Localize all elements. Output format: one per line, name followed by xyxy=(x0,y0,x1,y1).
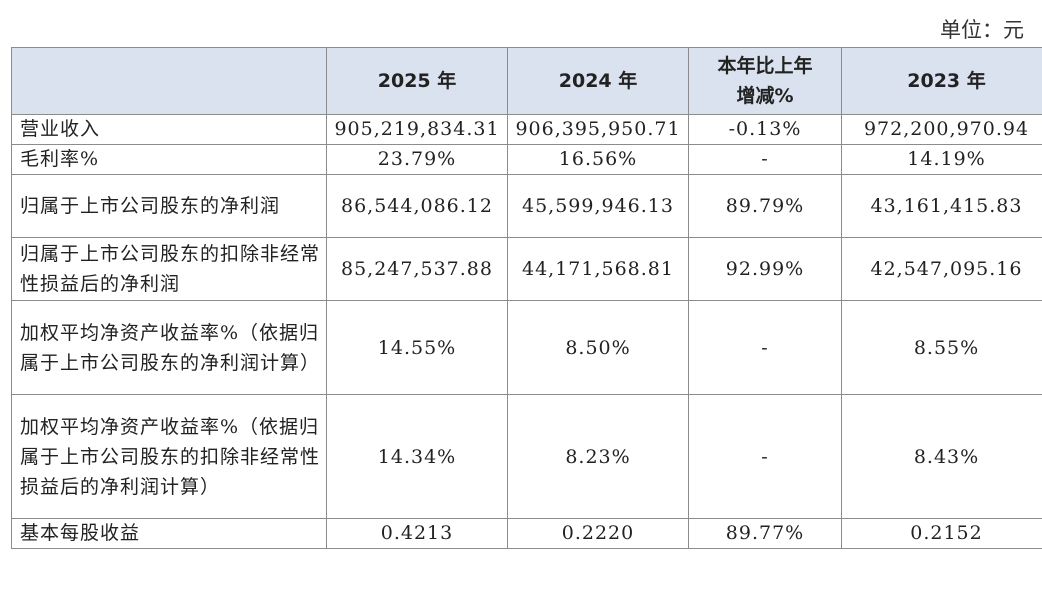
cell-2024: 8.23% xyxy=(507,394,689,519)
row-label: 毛利率% xyxy=(11,144,327,175)
cell-2025: 86,544,086.12 xyxy=(326,174,508,238)
row-label: 营业收入 xyxy=(11,114,327,145)
table-row-net-profit: 归属于上市公司股东的净利润 86,544,086.12 45,599,946.1… xyxy=(11,174,1042,238)
row-label: 加权平均净资产收益率%（依据归属于上市公司股东的扣除非经常性损益后的净利润计算） xyxy=(11,394,327,519)
cell-change: 92.99% xyxy=(688,237,842,301)
header-2024: 2024 年 xyxy=(507,47,689,115)
cell-2023: 14.19% xyxy=(841,144,1042,175)
cell-2023: 8.55% xyxy=(841,300,1042,395)
cell-2025: 0.4213 xyxy=(326,518,508,549)
cell-2024: 45,599,946.13 xyxy=(507,174,689,238)
table-row-roe: 加权平均净资产收益率%（依据归属于上市公司股东的净利润计算） 14.55% 8.… xyxy=(11,300,1042,395)
row-label: 归属于上市公司股东的扣除非经常性损益后的净利润 xyxy=(11,237,327,301)
cell-2024: 8.50% xyxy=(507,300,689,395)
header-item xyxy=(11,47,327,115)
cell-change: 89.79% xyxy=(688,174,842,238)
cell-2023: 972,200,970.94 xyxy=(841,114,1042,145)
cell-2025: 85,247,537.88 xyxy=(326,237,508,301)
cell-2025: 14.34% xyxy=(326,394,508,519)
unit-label: 单位：元 xyxy=(940,18,1024,42)
cell-2023: 43,161,415.83 xyxy=(841,174,1042,238)
header-change: 本年比上年 增减% xyxy=(688,47,842,115)
table-row-net-profit-deducted: 归属于上市公司股东的扣除非经常性损益后的净利润 85,247,537.88 44… xyxy=(11,237,1042,301)
table-row-roe-deducted: 加权平均净资产收益率%（依据归属于上市公司股东的扣除非经常性损益后的净利润计算）… xyxy=(11,394,1042,519)
header-change-line1: 本年比上年 xyxy=(717,55,813,77)
cell-2023: 0.2152 xyxy=(841,518,1042,549)
header-row: 2025 年 2024 年 本年比上年 增减% 2023 年 xyxy=(11,47,1042,115)
cell-change: - xyxy=(688,144,842,175)
cell-2025: 14.55% xyxy=(326,300,508,395)
table-body: 营业收入 905,219,834.31 906,395,950.71 -0.13… xyxy=(11,114,1042,549)
cell-2023: 42,547,095.16 xyxy=(841,237,1042,301)
header-2025: 2025 年 xyxy=(326,47,508,115)
cell-change: - xyxy=(688,394,842,519)
cell-2023: 8.43% xyxy=(841,394,1042,519)
header-change-line2: 增减% xyxy=(736,85,794,107)
cell-change: - xyxy=(688,300,842,395)
financial-summary-table: 2025 年 2024 年 本年比上年 增减% 2023 年 营业收入 905,… xyxy=(11,47,1042,549)
cell-2024: 0.2220 xyxy=(507,518,689,549)
header-2023: 2023 年 xyxy=(841,47,1042,115)
row-label: 基本每股收益 xyxy=(11,518,327,549)
cell-2024: 16.56% xyxy=(507,144,689,175)
table-header: 2025 年 2024 年 本年比上年 增减% 2023 年 xyxy=(11,47,1042,115)
row-label: 归属于上市公司股东的净利润 xyxy=(11,174,327,238)
cell-change: 89.77% xyxy=(688,518,842,549)
cell-2024: 906,395,950.71 xyxy=(507,114,689,145)
table-row-eps: 基本每股收益 0.4213 0.2220 89.77% 0.2152 xyxy=(11,518,1042,549)
cell-2025: 905,219,834.31 xyxy=(326,114,508,145)
row-label: 加权平均净资产收益率%（依据归属于上市公司股东的净利润计算） xyxy=(11,300,327,395)
table-row-gross-margin: 毛利率% 23.79% 16.56% - 14.19% xyxy=(11,144,1042,175)
cell-2024: 44,171,568.81 xyxy=(507,237,689,301)
cell-change: -0.13% xyxy=(688,114,842,145)
cell-2025: 23.79% xyxy=(326,144,508,175)
table-row-revenue: 营业收入 905,219,834.31 906,395,950.71 -0.13… xyxy=(11,114,1042,145)
